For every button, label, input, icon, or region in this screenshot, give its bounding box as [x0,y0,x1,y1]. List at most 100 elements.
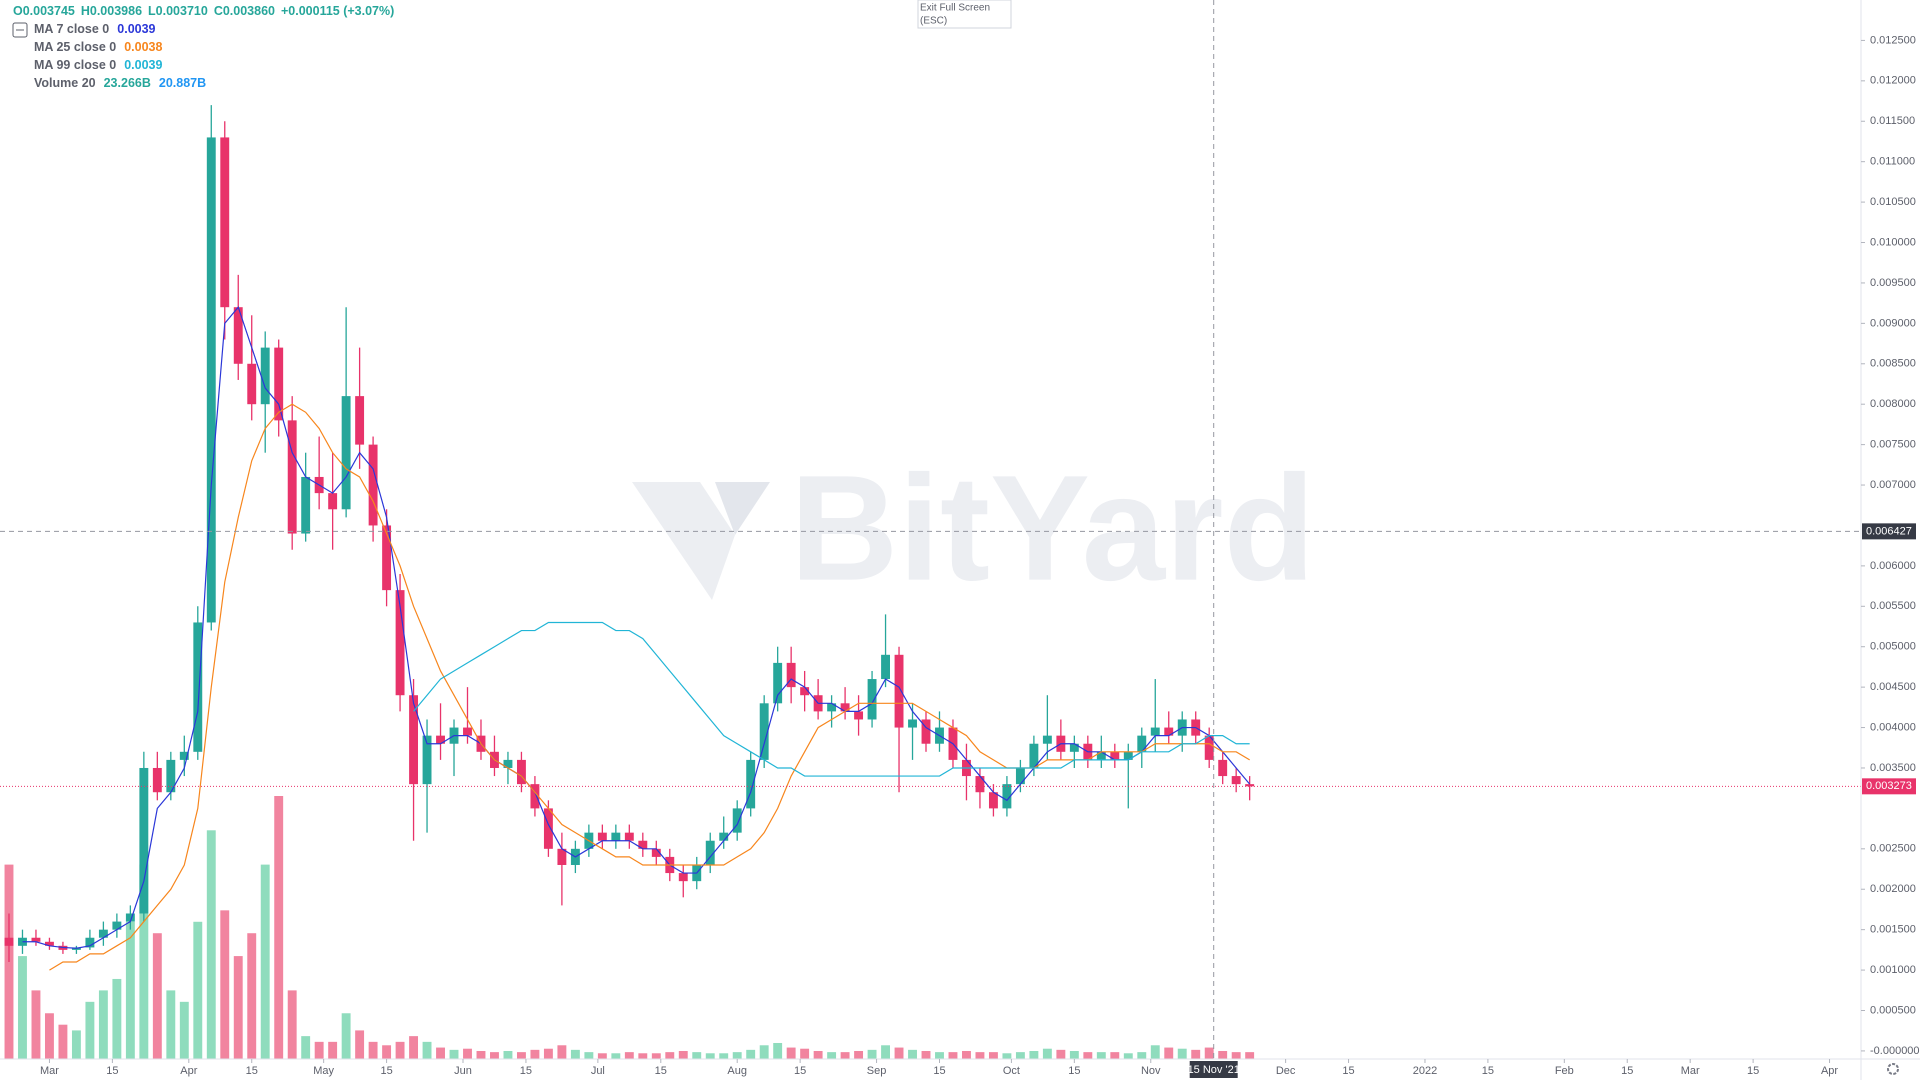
volume-bar [1123,1053,1133,1059]
candle-body [18,937,27,946]
tooltip-box[interactable] [917,0,1012,29]
volume-bar [260,864,270,1059]
crosshair-y-label: 0.006427 [1866,525,1912,537]
ohlc-value: C0.003860 [214,4,275,18]
candle-body [1231,776,1241,785]
axes: 0.012500 0.012000 0.011500 0.011000 0.010500… [40,34,1920,1078]
candle-body [139,767,149,914]
volume-bar [152,933,162,1059]
candle-body [1150,727,1160,736]
volume-bar [31,990,41,1059]
candle-body [773,662,783,704]
volume-bar [678,1050,688,1059]
candle-body [800,687,810,696]
x-tick-label: 2022 [1413,1065,1437,1077]
candle-body [611,832,621,841]
candle-body [1123,751,1133,760]
volume-bar [746,1049,756,1059]
volume-bar [125,921,135,1059]
volume-bar [1096,1052,1106,1059]
volume-bar [328,1041,338,1059]
ma-line [22,305,1251,949]
volume-bar [786,1047,796,1059]
watermark-group: BitYard [632,444,1315,612]
volume-bar [206,830,216,1059]
x-tick-label: Nov [1141,1065,1161,1077]
volume-bar [894,1047,904,1059]
x-tick-label: 15 [1482,1065,1494,1077]
volume-bar [638,1053,648,1059]
volume-bar [624,1052,634,1059]
volume-bar [139,864,149,1059]
x-tick-label: Aug [727,1065,747,1077]
y-tick-label: -0.000000 [1870,1045,1920,1057]
candle-body [1015,767,1025,785]
candle-body [274,347,284,421]
y-tick-label: 0.000500 [1870,1004,1916,1016]
x-tick-label: 15 [1747,1065,1759,1077]
last-price-label: 0.003273 [1866,780,1912,792]
volume-bar [651,1053,661,1059]
candle-body [881,654,890,680]
volume-bar [921,1050,931,1059]
candle-body [543,808,553,849]
volume-bar [18,956,27,1059]
volume-bar [948,1052,958,1059]
candle-body [85,937,95,948]
volume-bar [247,933,257,1059]
x-tick-label: 15 [380,1065,392,1077]
settings-icon[interactable] [1887,1063,1899,1075]
candle-body [31,937,41,942]
volume-bar [597,1053,607,1059]
candle-body [921,719,931,744]
volume-bar [193,921,203,1059]
volume-bar [44,1013,54,1059]
volume-bar [463,1048,472,1059]
y-tick-label: 0.004500 [1870,681,1916,693]
y-tick-label: 0.008000 [1870,398,1916,410]
candle-body [1204,735,1214,760]
watermark: BitYard [790,444,1315,612]
legend-name: MA 99 close 0 [34,58,116,72]
volume-bar [557,1045,567,1059]
candle-body [328,493,338,510]
legend-value: 0.0039 [124,58,162,72]
y-tick-label: 0.004000 [1870,721,1916,733]
volume-bar [355,1030,365,1059]
volume-bar [503,1050,513,1059]
x-tick-label: Apr [1821,1065,1838,1077]
volume-bar [1137,1052,1147,1059]
volume-bar [85,1001,95,1059]
x-tick-label: May [313,1065,334,1077]
y-tick-label: 0.003500 [1870,762,1916,774]
candle-body [233,307,243,364]
volume-bar [908,1049,917,1059]
volume-bar [1083,1052,1093,1059]
crosshair-y-box [1862,523,1916,540]
volume-bar [382,1045,392,1059]
y-tick-label: 0.010500 [1870,196,1916,208]
candle-body [395,590,405,696]
volume-bar [975,1052,985,1059]
plot [0,0,1861,1059]
candle-body [1137,735,1147,752]
y-tick-label: 0.009500 [1870,277,1916,289]
fullscreen-tooltip[interactable]: Exit Full Screen (ESC) [917,0,1012,29]
volume-bar [1069,1050,1079,1059]
candle-body [1002,784,1012,809]
candle-body [1110,751,1120,760]
ohlc-header: O0.003745 H0.003986 L0.003710 C0.003860 +0.0… [13,4,394,18]
volume-bar [530,1049,540,1059]
y-tick-label: 0.001000 [1870,964,1916,976]
watermark-logo [715,482,770,535]
candle-body [759,703,769,760]
gear[interactable] [1887,1063,1899,1075]
volume-bar [1231,1052,1241,1059]
volume-bar [233,956,243,1059]
ma-line [49,403,1250,971]
volume-bar [584,1052,594,1059]
volume-bar [1218,1050,1228,1059]
y-tick-label: 0.007500 [1870,439,1916,451]
